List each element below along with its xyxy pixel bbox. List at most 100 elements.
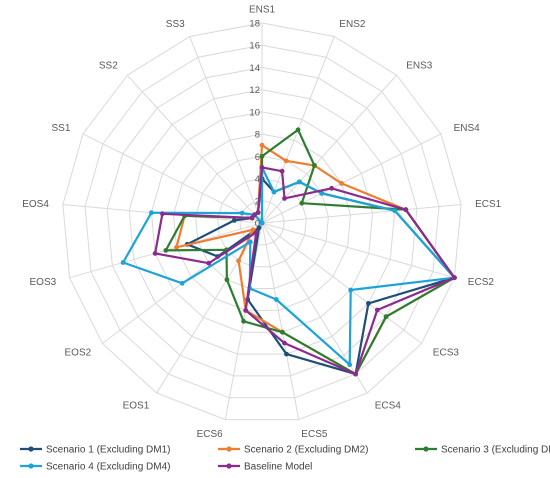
radial-tick-labels: 0 2 4 6 8 10 12 14 16 18 bbox=[249, 19, 260, 230]
series-2 bbox=[174, 142, 457, 377]
data-point bbox=[252, 212, 257, 218]
legend-item: Scenario 2 (Excluding DM2) bbox=[218, 445, 369, 456]
data-point bbox=[280, 329, 285, 335]
tick-label: 14 bbox=[249, 63, 260, 74]
data-point bbox=[383, 314, 389, 320]
axis-label-ens1: ENS1 bbox=[249, 5, 276, 16]
legend-marker-icon bbox=[28, 463, 34, 469]
data-point bbox=[163, 248, 169, 253]
data-point bbox=[282, 196, 287, 201]
data-point bbox=[149, 210, 154, 216]
data-point bbox=[243, 308, 249, 313]
legend-label: Scenario 4 (Excluding DM4) bbox=[46, 462, 171, 473]
tick-label: 4 bbox=[255, 174, 260, 185]
category-axis-labels: ENS1 ENS2 ENS3 ENS4 ECS1 ECS2 ECS3 ECS4 ECS5 ECS6… bbox=[22, 5, 501, 440]
grid-spoke bbox=[261, 222, 455, 279]
legend-item: Scenario 4 (Excluding DM4) bbox=[20, 462, 171, 473]
tick-label: 2 bbox=[255, 196, 260, 207]
data-point bbox=[231, 218, 237, 223]
data-point bbox=[179, 280, 185, 286]
grid-ring bbox=[106, 66, 418, 377]
data-point bbox=[174, 244, 179, 250]
axis-label-ens4: ENS4 bbox=[454, 123, 481, 134]
legend-label: Scenario 3 (Excluding DM3) bbox=[441, 445, 550, 456]
data-point bbox=[259, 165, 265, 170]
data-point bbox=[273, 297, 279, 302]
data-point bbox=[253, 230, 259, 235]
data-point bbox=[247, 239, 253, 245]
data-point bbox=[250, 227, 256, 233]
grid-spoke bbox=[126, 74, 263, 224]
data-point bbox=[353, 371, 358, 377]
series-5 bbox=[152, 165, 457, 377]
data-point bbox=[271, 189, 277, 195]
data-point bbox=[259, 153, 265, 159]
tick-label: 16 bbox=[249, 41, 260, 52]
axis-label-ens3: ENS3 bbox=[406, 60, 433, 71]
axis-label-ss3: SS3 bbox=[166, 19, 185, 30]
data-point bbox=[403, 207, 409, 213]
data-point bbox=[239, 210, 245, 216]
data-point bbox=[348, 287, 354, 293]
legend-marker-icon bbox=[423, 446, 429, 452]
legend-marker-icon bbox=[226, 463, 232, 469]
grid-ring bbox=[217, 178, 307, 268]
grid-spoke bbox=[189, 36, 263, 224]
series-line bbox=[175, 144, 456, 376]
grid-ring bbox=[62, 22, 462, 421]
grid-spoke bbox=[82, 133, 263, 224]
data-point bbox=[339, 181, 344, 186]
axis-label-ecs6: ECS6 bbox=[197, 429, 224, 440]
tick-label: 6 bbox=[255, 152, 260, 163]
grid-ring bbox=[84, 44, 440, 399]
axis-label-ss1: SS1 bbox=[51, 123, 70, 134]
data-point bbox=[392, 208, 398, 214]
data-point bbox=[366, 301, 371, 306]
data-point bbox=[284, 351, 289, 357]
data-point bbox=[224, 277, 230, 283]
legend-item: Scenario 3 (Excluding DM3) bbox=[415, 445, 550, 456]
grid-ring bbox=[150, 111, 374, 333]
legend: Scenario 1 (Excluding DM1) Scenario 2 (Ex… bbox=[20, 445, 550, 473]
data-point bbox=[256, 225, 262, 231]
axis-label-eos3: EOS3 bbox=[30, 277, 57, 288]
data-point bbox=[206, 260, 212, 266]
axis-label-ecs3: ECS3 bbox=[433, 348, 460, 359]
tick-label: 18 bbox=[249, 19, 260, 30]
data-point bbox=[255, 210, 261, 216]
data-point bbox=[120, 260, 126, 265]
grid-ring bbox=[128, 89, 396, 355]
data-point bbox=[319, 190, 325, 196]
data-point bbox=[160, 211, 165, 217]
legend-label: Baseline Model bbox=[244, 462, 312, 473]
legend-marker-icon bbox=[28, 446, 34, 452]
data-point bbox=[259, 220, 265, 226]
axis-label-ss2: SS2 bbox=[99, 60, 118, 71]
data-point bbox=[279, 168, 285, 174]
axis-label-ecs5: ECS5 bbox=[301, 429, 328, 440]
axis-label-ens2: ENS2 bbox=[339, 19, 366, 30]
axis-label-ecs2: ECS2 bbox=[468, 277, 495, 288]
tick-label: 10 bbox=[249, 107, 260, 118]
data-point bbox=[374, 307, 380, 313]
grid-ring bbox=[172, 133, 352, 311]
axis-label-eos2: EOS2 bbox=[65, 348, 92, 359]
data-point bbox=[152, 251, 158, 256]
data-point bbox=[295, 127, 301, 133]
legend-item: Scenario 1 (Excluding DM1) bbox=[20, 445, 171, 456]
legend-marker-icon bbox=[226, 446, 232, 452]
data-point bbox=[283, 158, 289, 164]
series-lines bbox=[120, 127, 457, 377]
tick-label: 8 bbox=[255, 130, 260, 141]
data-point bbox=[259, 142, 265, 148]
legend-label: Scenario 1 (Excluding DM1) bbox=[46, 445, 171, 456]
data-point bbox=[236, 258, 242, 264]
axis-label-eos1: EOS1 bbox=[123, 400, 150, 411]
grid-spoke bbox=[261, 222, 300, 420]
data-point bbox=[297, 179, 302, 185]
data-point bbox=[312, 163, 317, 168]
data-point bbox=[241, 318, 247, 324]
data-point bbox=[347, 362, 353, 368]
axis-label-eos4: EOS4 bbox=[22, 199, 49, 210]
